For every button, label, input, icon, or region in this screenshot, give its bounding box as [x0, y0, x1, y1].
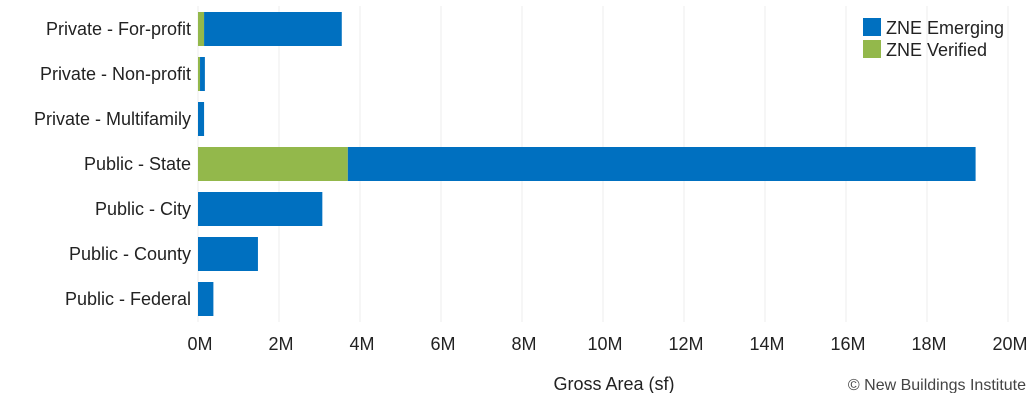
x-tick-label-5: 10M [587, 334, 622, 354]
category-label-6: Public - Federal [65, 289, 191, 309]
bar-emerging-6 [198, 282, 214, 316]
x-tick-label-9: 18M [911, 334, 946, 354]
x-tick-label-10: 20M [992, 334, 1027, 354]
bar-emerging-1 [200, 57, 205, 91]
credit-text: © New Buildings Institute [848, 377, 1026, 393]
bar-verified-1 [198, 57, 201, 91]
x-axis-label: Gross Area (sf) [553, 374, 674, 393]
bar-verified-0 [198, 12, 205, 46]
legend-label-0: ZNE Emerging [886, 18, 1004, 38]
category-label-1: Private - Non-profit [40, 64, 191, 84]
legend-swatch-0 [863, 18, 881, 36]
category-label-5: Public - County [69, 244, 191, 264]
category-labels: Private - For-profit Private - Non-profit… [34, 19, 191, 309]
x-tick-labels: 0M 2M 4M 6M 8M 10M 12M 14M 16M 18M 20M [187, 334, 1027, 354]
bar-emerging-3 [347, 147, 976, 181]
bar-emerging-5 [198, 237, 258, 271]
bar-emerging-0 [204, 12, 342, 46]
legend-swatch-1 [863, 40, 881, 58]
category-label-3: Public - State [84, 154, 191, 174]
x-tick-label-7: 14M [749, 334, 784, 354]
bar-emerging-4 [198, 192, 323, 226]
bars [198, 12, 976, 316]
x-tick-label-2: 4M [349, 334, 374, 354]
x-tick-label-1: 2M [268, 334, 293, 354]
category-label-0: Private - For-profit [46, 19, 191, 39]
bar-verified-3 [198, 147, 348, 181]
x-tick-label-0: 0M [187, 334, 212, 354]
category-label-2: Private - Multifamily [34, 109, 191, 129]
x-tick-label-8: 16M [830, 334, 865, 354]
bar-emerging-2 [198, 102, 205, 136]
x-tick-label-4: 8M [511, 334, 536, 354]
x-tick-label-3: 6M [430, 334, 455, 354]
category-label-4: Public - City [95, 199, 191, 219]
x-tick-label-6: 12M [668, 334, 703, 354]
legend-label-1: ZNE Verified [886, 40, 987, 60]
